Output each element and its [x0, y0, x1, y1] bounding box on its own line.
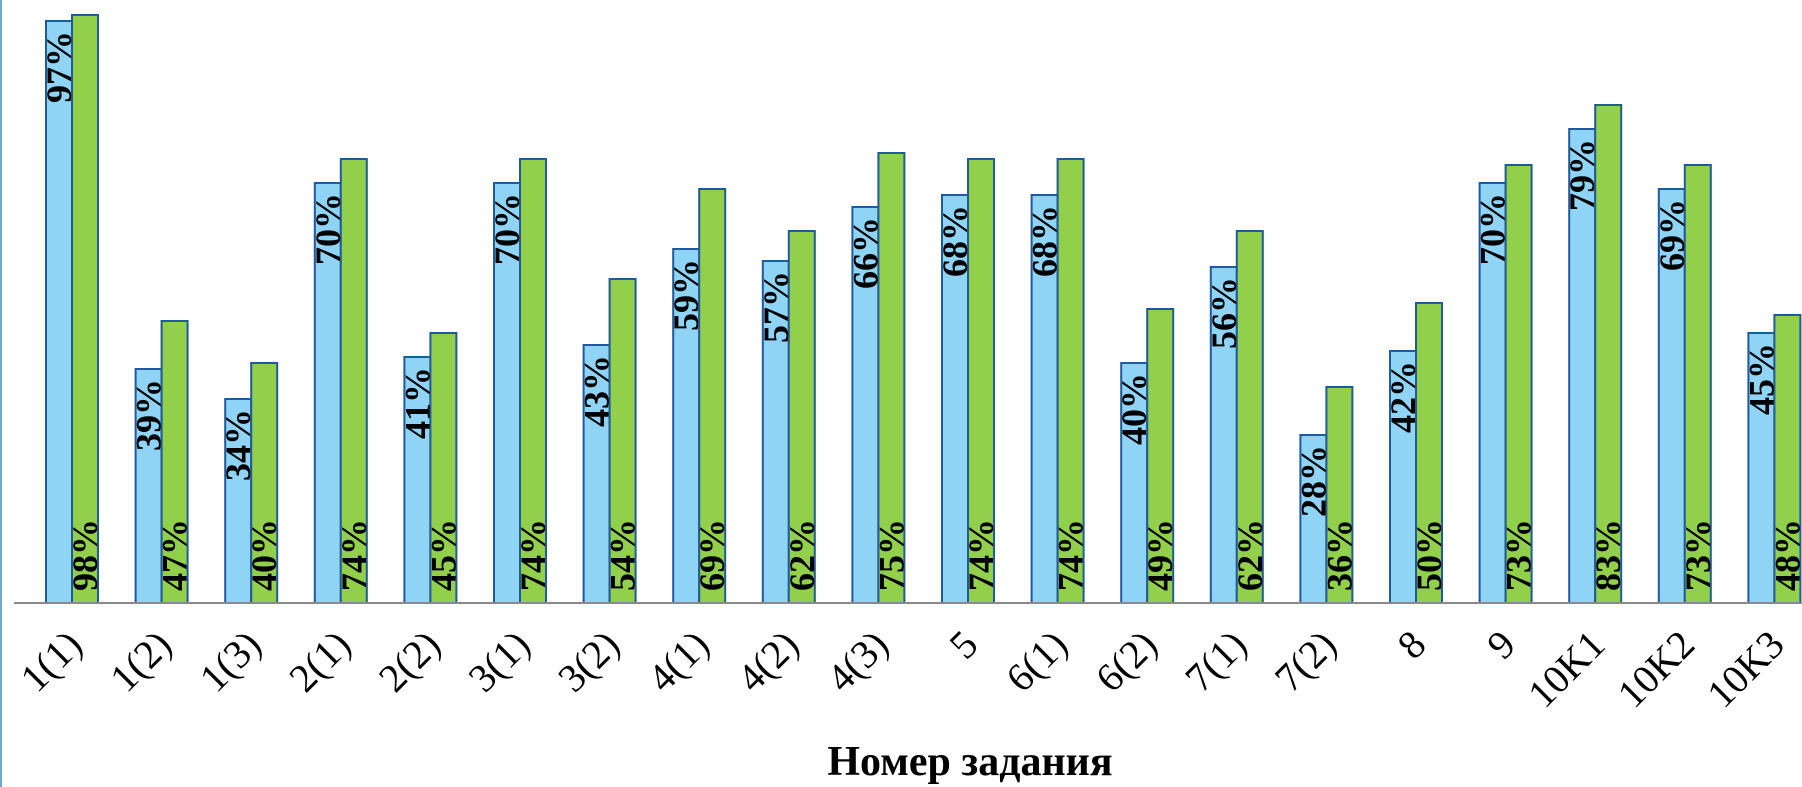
value-label-1-10: 68%: [935, 205, 975, 277]
value-label-2-9: 75%: [871, 519, 911, 591]
category-label-15: 8: [1388, 622, 1434, 668]
x-axis-title: Номер задания: [827, 739, 1112, 785]
bar-1-5: [941, 194, 969, 604]
value-label-2-1: 47%: [155, 519, 195, 591]
category-label-9: 4(3): [818, 622, 897, 701]
value-label-2-18: 73%: [1678, 519, 1718, 591]
value-label-2-5: 74%: [513, 519, 553, 591]
category-label-13: 7(1): [1176, 622, 1255, 701]
bar-2-43: [877, 152, 906, 604]
value-label-1-18: 69%: [1652, 199, 1692, 271]
value-label-1-15: 42%: [1383, 361, 1423, 433]
bar-2-12: [160, 320, 189, 604]
value-label-1-2: 34%: [218, 409, 258, 481]
bar-1-10k3: [1747, 332, 1776, 604]
value-label-1-19: 45%: [1741, 343, 1781, 415]
category-label-0: 1(1): [11, 622, 90, 701]
category-label-7: 4(1): [639, 622, 718, 701]
value-label-2-3: 74%: [334, 519, 374, 591]
bar-1-12: [134, 368, 163, 604]
value-label-2-17: 83%: [1588, 519, 1628, 591]
value-label-2-14: 36%: [1319, 519, 1359, 591]
value-label-1-0: 97%: [39, 31, 79, 103]
category-label-16: 9: [1478, 622, 1524, 668]
category-label-12: 6(2): [1087, 622, 1166, 701]
category-label-19: 10K3: [1698, 622, 1793, 717]
bar-2-10k1: [1594, 104, 1623, 604]
value-label-1-11: 68%: [1025, 205, 1065, 277]
category-label-17: 10K1: [1519, 622, 1614, 717]
value-label-2-0: 98%: [65, 519, 105, 591]
value-label-2-8: 62%: [782, 519, 822, 591]
bar-2-61: [1056, 158, 1085, 604]
value-label-1-1: 39%: [129, 379, 169, 451]
bar-2-8: [1415, 302, 1443, 604]
value-labels-group: 97% 98% 39% 47% 34% 40% 70% 74% 41% 45% 70% 74% 43% 5…: [39, 31, 1802, 591]
value-label-1-6: 43%: [577, 355, 617, 427]
category-label-2: 1(3): [191, 622, 270, 701]
bar-1-43: [851, 206, 880, 604]
value-label-1-4: 41%: [397, 367, 437, 439]
bars-group: [45, 14, 1802, 604]
bar-1-10k2: [1657, 188, 1686, 604]
bar-1-9: [1478, 182, 1507, 604]
value-label-1-3: 70%: [308, 193, 348, 265]
category-label-10: 5: [940, 622, 986, 668]
bar-2-42: [787, 230, 816, 604]
category-label-3: 2(1): [280, 622, 359, 701]
category-labels-group: 1(1) 1(2) 1(3) 2(1) 2(2) 3(1) 3(2) 4(1) 4(2) 4(3)…: [11, 622, 1792, 717]
category-label-5: 3(1): [459, 622, 538, 701]
value-label-2-10: 74%: [961, 519, 1001, 591]
category-label-6: 3(2): [549, 622, 628, 701]
bar-2-32: [608, 278, 637, 604]
bar-2-5: [967, 158, 995, 604]
bar-2-41: [698, 188, 727, 604]
category-label-14: 7(2): [1266, 622, 1345, 701]
category-label-11: 6(1): [997, 622, 1076, 701]
bar-2-22: [429, 332, 458, 604]
category-label-4: 2(2): [370, 622, 449, 701]
value-label-2-12: 49%: [1140, 519, 1180, 591]
category-label-8: 4(2): [728, 622, 807, 701]
value-label-2-16: 73%: [1499, 519, 1539, 591]
value-label-1-7: 59%: [666, 259, 706, 331]
bar-1-72: [1299, 434, 1328, 604]
value-label-2-7: 69%: [692, 519, 732, 591]
value-label-1-5: 70%: [487, 193, 527, 265]
value-label-2-19: 48%: [1767, 519, 1802, 591]
value-label-1-12: 40%: [1114, 373, 1154, 445]
bar-1-10k1: [1568, 128, 1597, 604]
value-label-2-4: 45%: [423, 519, 463, 591]
bar-2-10k2: [1683, 164, 1712, 604]
value-label-1-17: 79%: [1562, 139, 1602, 211]
value-label-1-13: 56%: [1204, 277, 1244, 349]
bar-1-11: [45, 20, 73, 604]
category-label-1: 1(2): [101, 622, 180, 701]
value-label-2-13: 62%: [1230, 519, 1270, 591]
value-label-1-16: 70%: [1473, 193, 1513, 265]
value-label-1-9: 66%: [845, 217, 885, 289]
value-label-2-15: 50%: [1409, 519, 1449, 591]
bar-2-31: [519, 158, 547, 604]
category-label-18: 10K2: [1608, 622, 1703, 717]
left-border: [0, 0, 2, 787]
value-label-1-14: 28%: [1293, 445, 1333, 517]
value-label-1-8: 57%: [756, 271, 796, 343]
value-label-2-11: 74%: [1051, 519, 1091, 591]
value-label-2-2: 40%: [244, 519, 284, 591]
value-label-2-6: 54%: [603, 519, 643, 591]
